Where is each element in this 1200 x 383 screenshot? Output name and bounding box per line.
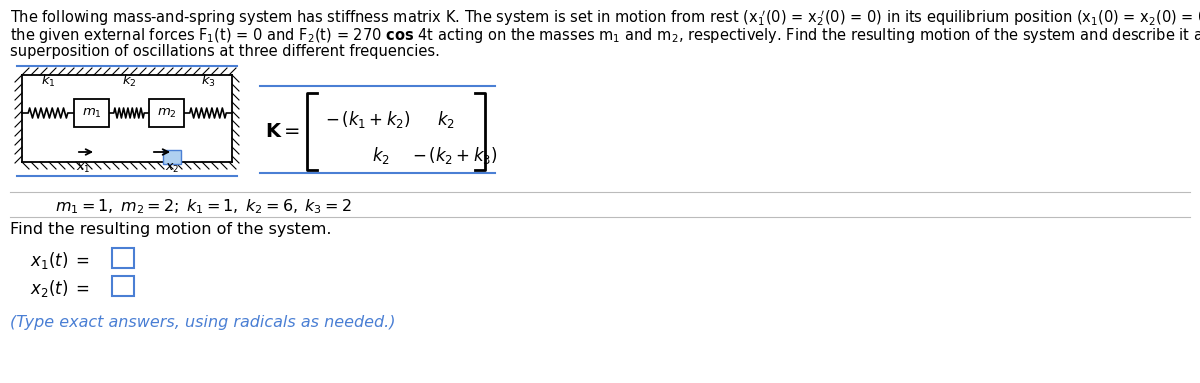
Text: $-\,(k_2 + k_3)$: $-\,(k_2 + k_3)$	[412, 146, 498, 167]
Bar	[149, 99, 184, 127]
Text: $m_1 = 1,\; m_2 = 2;\; k_1 = 1,\; k_2 = 6,\; k_3 = 2$: $m_1 = 1,\; m_2 = 2;\; k_1 = 1,\; k_2 = …	[55, 197, 352, 216]
Text: $k_1$: $k_1$	[41, 73, 55, 89]
Text: $x_1(t)\;=$: $x_1(t)\;=$	[30, 250, 90, 271]
Text: $m_2$: $m_2$	[156, 106, 176, 119]
Bar	[112, 248, 134, 268]
Text: $k_2$: $k_2$	[121, 73, 137, 89]
Bar	[163, 150, 181, 164]
Text: $k_2$: $k_2$	[437, 110, 455, 131]
Text: the given external forces F$_1$(t) = 0 and F$_2$(t) = 270 $\bf{cos}$ 4t acting o: the given external forces F$_1$(t) = 0 a…	[10, 26, 1200, 45]
Text: $m_1$: $m_1$	[82, 106, 102, 119]
Bar	[112, 276, 134, 296]
Text: The following mass-and-spring system has stiffness matrix K. The system is set i: The following mass-and-spring system has…	[10, 8, 1200, 28]
Bar	[74, 99, 109, 127]
Text: $x_2$: $x_2$	[166, 162, 179, 175]
Text: $k_3$: $k_3$	[200, 73, 215, 89]
Text: $k_2$: $k_2$	[372, 146, 390, 167]
Text: (Type exact answers, using radicals as needed.): (Type exact answers, using radicals as n…	[10, 315, 396, 330]
Text: superposition of oscillations at three different frequencies.: superposition of oscillations at three d…	[10, 44, 440, 59]
Text: $x_2(t)\;=$: $x_2(t)\;=$	[30, 278, 90, 299]
Text: Find the resulting motion of the system.: Find the resulting motion of the system.	[10, 222, 331, 237]
Text: $-\,(k_1 + k_2)$: $-\,(k_1 + k_2)$	[325, 110, 410, 131]
Text: $\mathbf{K} =$: $\mathbf{K} =$	[265, 122, 300, 141]
Text: $x_1$: $x_1$	[76, 162, 90, 175]
